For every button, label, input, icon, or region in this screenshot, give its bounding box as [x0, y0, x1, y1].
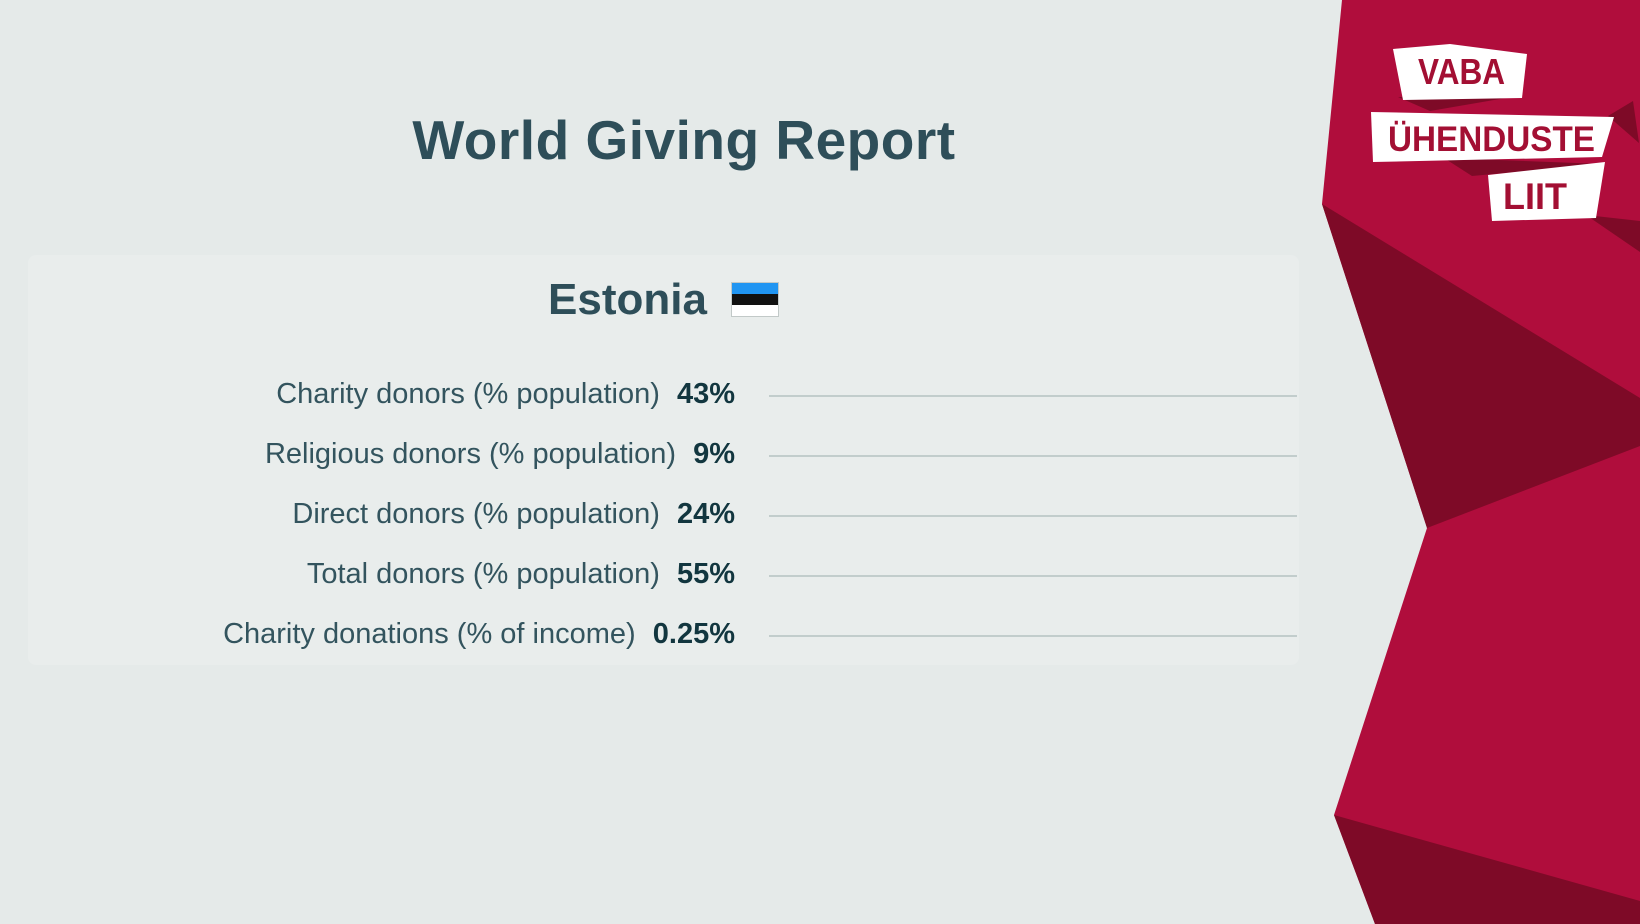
logo-fold-facet	[1586, 215, 1640, 252]
stat-row: Direct donors (% population) 24%	[28, 484, 1299, 544]
estonia-flag-icon	[730, 282, 779, 317]
logo-banner-liit	[1488, 162, 1605, 221]
flag-stripe-blue	[731, 283, 778, 294]
page-title: World Giving Report	[412, 109, 956, 171]
country-header: Estonia	[28, 255, 1299, 326]
stat-row: Religious donors (% population) 9%	[28, 424, 1299, 484]
logo-text-vaba: VABA	[1418, 51, 1505, 92]
logo-text-liit: LIIT	[1503, 176, 1567, 217]
flag-stripe-white	[731, 305, 778, 316]
stat-row: Charity donations (% of income) 0.25%	[28, 604, 1299, 664]
stat-label: Charity donors (% population)	[276, 377, 660, 410]
stat-divider-line	[769, 514, 1297, 517]
stat-divider-line	[769, 394, 1297, 397]
stat-divider-line	[769, 634, 1297, 637]
logo-banner-shadow	[1398, 95, 1523, 111]
stat-value: 9%	[693, 437, 735, 470]
stat-value: 0.25%	[652, 617, 735, 650]
stat-label: Religious donors (% population)	[264, 437, 677, 470]
logo-fold-facet	[1334, 815, 1640, 924]
country-report-card: Estonia Charity donors (% population) 43…	[28, 255, 1299, 665]
stats-list: Charity donors (% population) 43% Religi…	[28, 364, 1299, 664]
stat-value: 55%	[676, 557, 735, 590]
logo-banner-shadow	[1444, 158, 1603, 176]
stat-value: 24%	[676, 497, 735, 530]
flag-stripe-black	[731, 294, 778, 305]
logo-text-uhenduste: ÜHENDUSTE	[1388, 120, 1595, 159]
stat-label: Total donors (% population)	[306, 557, 660, 590]
stat-row: Total donors (% population) 55%	[28, 544, 1299, 604]
country-name: Estonia	[548, 274, 707, 324]
stat-divider-line	[769, 454, 1297, 457]
logo-flag-shape	[1322, 0, 1640, 924]
logo-fold-facet	[1322, 204, 1640, 528]
stat-label: Direct donors (% population)	[292, 497, 660, 530]
stat-label: Charity donations (% of income)	[223, 617, 636, 650]
logo-banner-shadow	[1608, 101, 1639, 143]
stat-divider-line	[769, 574, 1297, 577]
logo-banner-uhenduste	[1371, 112, 1614, 162]
stat-value: 43%	[676, 377, 735, 410]
logo-banner-vaba	[1393, 44, 1527, 100]
stat-row: Charity donors (% population) 43%	[28, 364, 1299, 424]
